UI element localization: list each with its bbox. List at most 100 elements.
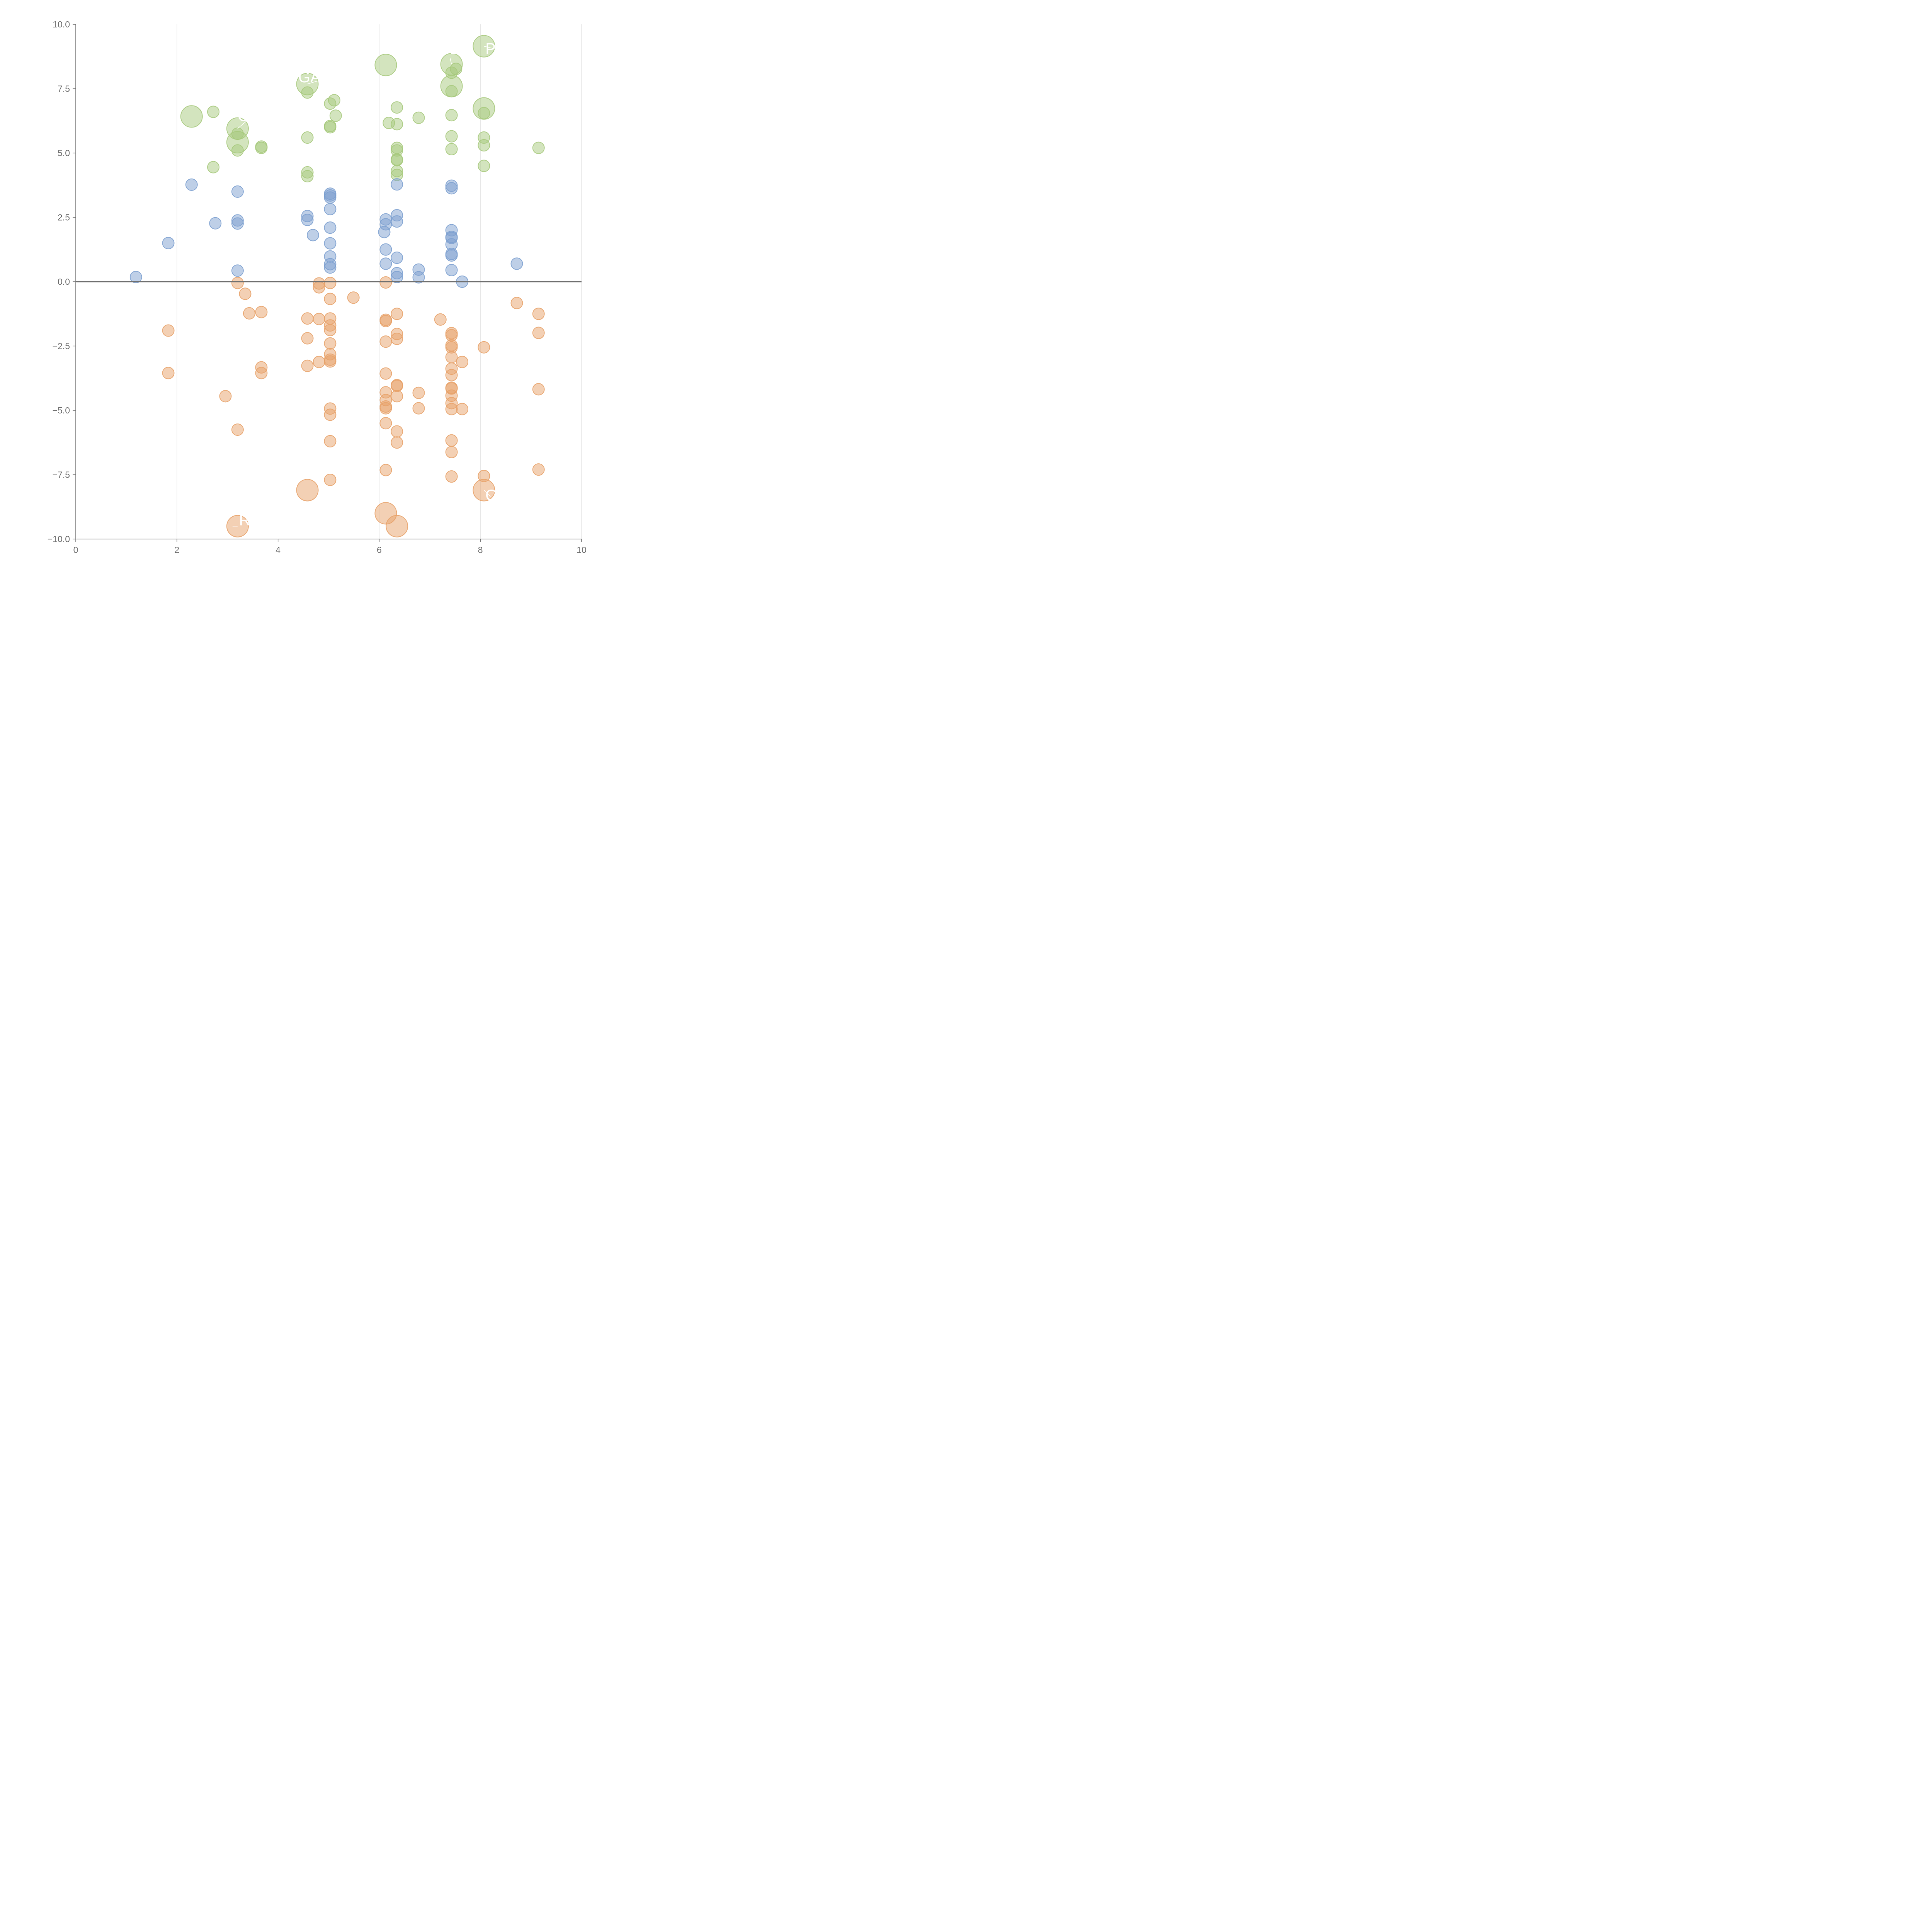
scatter-point-blue: [510, 257, 523, 270]
scatter-point-green: [532, 141, 545, 154]
scatter-point-blue: [445, 264, 458, 277]
scatter-point-green: [328, 94, 340, 107]
scatter-point-large-orange: [386, 515, 408, 537]
scatter-point-orange: [239, 287, 252, 300]
scatter-point-blue: [324, 191, 337, 204]
x-tick-label: 4: [276, 545, 281, 555]
scatter-point-blue: [445, 182, 458, 195]
scatter-point-orange: [255, 306, 268, 318]
scatter-point-green: [301, 131, 314, 144]
scatter-point-orange: [162, 324, 175, 337]
x-tick-label: 0: [73, 545, 78, 555]
scatter-point-green: [445, 109, 458, 122]
scatter-point-green: [412, 111, 425, 124]
scatter-point-orange: [510, 297, 523, 310]
scatter-point-orange: [445, 369, 458, 381]
annotation-line: [449, 58, 452, 65]
scatter-point-green: [445, 143, 458, 156]
scatter-point-orange: [324, 473, 337, 486]
scatter-point-orange: [313, 313, 325, 325]
scatter-point-blue: [324, 221, 337, 234]
y-tick-label: −5.0: [53, 405, 70, 415]
annotation-line: [483, 490, 491, 497]
annotation-label: GA: [298, 69, 321, 86]
scatter-point-large-green: [440, 75, 463, 97]
scatter-point-orange: [324, 277, 337, 289]
scatter-point-orange: [231, 277, 244, 289]
scatter-point-orange: [379, 417, 392, 430]
scatter-point-orange: [379, 335, 392, 348]
y-tick-label: −2.5: [53, 341, 70, 351]
scatter-point-orange: [379, 367, 392, 380]
scatter-point-blue: [324, 261, 337, 274]
scatter-point-green: [391, 154, 403, 167]
scatter-point-blue: [129, 271, 142, 284]
scatter-point-orange: [445, 470, 458, 483]
annotations: GA R BE P C O: [232, 41, 497, 529]
scatter-point-green: [301, 170, 314, 182]
scatter-point-orange: [243, 307, 255, 320]
scatter-point-orange: [379, 402, 392, 415]
scatter-point-orange: [532, 383, 545, 396]
scatter-point-green: [391, 101, 403, 114]
annotation-label: O: [485, 487, 497, 504]
scatter-point-green: [329, 109, 342, 122]
scatter-point-orange: [324, 293, 337, 305]
scatter-point-orange: [391, 379, 403, 392]
y-tick-label: 10.0: [53, 19, 70, 29]
scatter-point-orange: [379, 464, 392, 476]
scatter-point-orange: [412, 386, 425, 399]
scatter-point-orange: [445, 434, 458, 447]
scatter-point-orange: [347, 291, 360, 304]
scatter-point-blue: [324, 203, 337, 216]
scatter-point-blue: [391, 271, 403, 284]
scatter-point-orange: [532, 463, 545, 476]
scatter-point-green: [255, 141, 268, 154]
scatter-point-orange: [445, 351, 458, 364]
scatter-point-orange: [391, 425, 403, 438]
scatter-point-blue: [379, 257, 392, 270]
scatter-point-orange: [301, 359, 314, 372]
annotation-label: P: [485, 41, 496, 58]
axes: 0 2 4 6 8 10 10.0 7.5 5.0 2.5 0.0 −2.5 −5.0 −7.5 −10.0: [48, 19, 587, 555]
scatter-point-blue: [324, 237, 337, 250]
scatter-point-orange: [301, 312, 314, 325]
scatter-point-large-orange: [296, 479, 319, 502]
scatter-point-large-green: [473, 97, 495, 120]
x-tick-label: 8: [478, 545, 483, 555]
scatter-point-orange: [313, 355, 325, 368]
scatter-point-blue: [301, 214, 314, 226]
scatter-point-blue: [379, 243, 392, 256]
scatter-point-blue: [391, 178, 403, 191]
scatter-point-orange: [162, 367, 175, 379]
y-tick-label: 7.5: [58, 84, 70, 94]
scatter-point-orange: [231, 423, 244, 436]
scatter-point-blue: [306, 229, 319, 242]
x-tick-label: 10: [577, 545, 587, 555]
scatter-point-blue: [412, 271, 425, 284]
scatter-point-orange: [532, 327, 545, 339]
scatter-point-orange: [379, 315, 392, 327]
scatter-point-green: [391, 118, 403, 131]
y-tick-label: −7.5: [53, 470, 70, 480]
scatter-chart: GA R BE P C O 0 2 4 6 8 10 10.0 7.5 5.0 2.5 0.0 −2.5 −5.0…: [48, 19, 587, 555]
scatter-point-green: [478, 160, 490, 172]
annotation-label: C: [238, 107, 249, 124]
y-tick-label: −10.0: [48, 534, 70, 544]
scatter-point-orange: [324, 337, 337, 350]
scatter-point-blue: [209, 217, 222, 230]
scatter-point-orange: [324, 324, 337, 337]
scatter-point-large-green: [226, 131, 249, 154]
scatter-point-blue: [185, 178, 198, 191]
scatter-point-orange: [391, 390, 403, 403]
y-tick-label: 2.5: [58, 213, 70, 223]
annotation-line: [484, 46, 495, 49]
scatter-point-orange: [324, 435, 337, 447]
y-tick-label: 0.0: [58, 277, 70, 287]
scatter-point-orange: [313, 281, 325, 294]
scatter-point-blue: [231, 264, 244, 277]
scatter-point-large-green: [374, 54, 397, 77]
scatter-point-orange: [532, 308, 545, 320]
scatter-point-orange: [456, 355, 469, 368]
scatter-point-orange: [478, 341, 490, 354]
